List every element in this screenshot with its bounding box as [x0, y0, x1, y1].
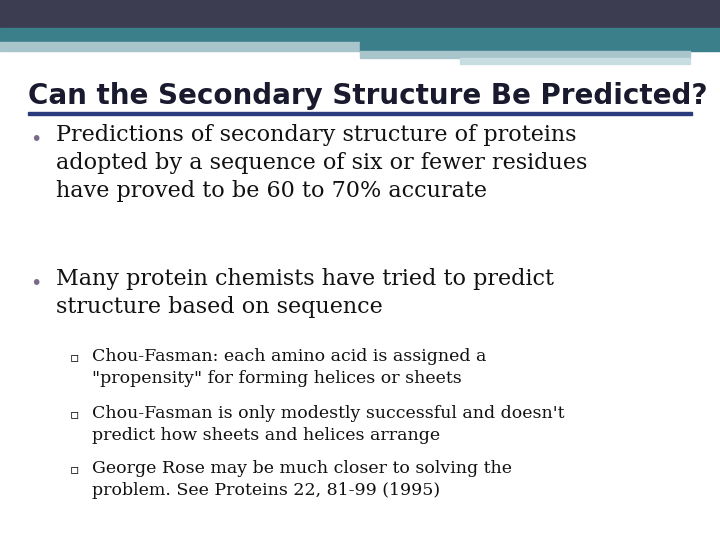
Bar [0, 28, 720, 42]
Text: George Rose may be much closer to solving the
problem. See Proteins 22, 81-99 (1: George Rose may be much closer to solvin… [92, 460, 512, 498]
Text: Chou-Fasman: each amino acid is assigned a
"propensity" for forming helices or s: Chou-Fasman: each amino acid is assigned… [92, 348, 487, 387]
Text: ▫: ▫ [70, 350, 79, 364]
Text: Many protein chemists have tried to predict
structure based on sequence: Many protein chemists have tried to pred… [56, 268, 554, 318]
Bar [360, 42, 720, 51]
Text: •: • [30, 274, 41, 293]
Text: Can the Secondary Structure Be Predicted?: Can the Secondary Structure Be Predicted… [28, 82, 708, 110]
Bar [460, 58, 690, 64]
Text: •: • [30, 130, 41, 149]
Text: Chou-Fasman is only modestly successful and doesn't
predict how sheets and helic: Chou-Fasman is only modestly successful … [92, 405, 564, 443]
Bar [360, 51, 690, 58]
Bar [0, 42, 360, 51]
Bar [0, 0, 720, 28]
Bar [28, 112, 692, 114]
Text: ▫: ▫ [70, 462, 79, 476]
Text: ▫: ▫ [70, 407, 79, 421]
Text: Predictions of secondary structure of proteins
adopted by a sequence of six or f: Predictions of secondary structure of pr… [56, 124, 588, 202]
